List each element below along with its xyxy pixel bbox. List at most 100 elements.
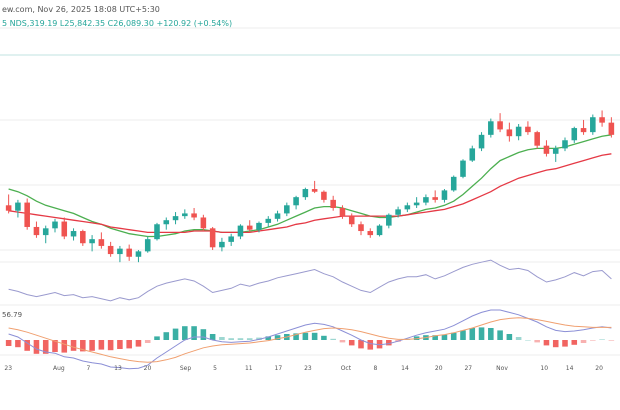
x-tick-label-8: 17 bbox=[275, 365, 283, 372]
macd-hist-bar-65 bbox=[608, 340, 615, 341]
macd-hist-bar-24 bbox=[228, 338, 234, 340]
candle-body bbox=[61, 221, 68, 237]
candle-body bbox=[608, 122, 615, 135]
macd-hist-bar-61 bbox=[571, 340, 578, 345]
candle-29 bbox=[274, 210, 281, 222]
macd-hist-bar-27 bbox=[256, 337, 262, 340]
candle-body bbox=[395, 209, 401, 215]
macd-hist-bar-63 bbox=[590, 340, 596, 341]
candle-65 bbox=[608, 117, 615, 138]
candle-body bbox=[107, 245, 114, 255]
candle-46 bbox=[432, 190, 438, 203]
macd-hist-bar-59 bbox=[552, 340, 559, 348]
macd-hist-bar-22 bbox=[209, 334, 216, 340]
macd-hist-bar-37 bbox=[348, 340, 355, 346]
macd-pane bbox=[5, 309, 615, 370]
candle-38 bbox=[358, 221, 364, 236]
candle-57 bbox=[534, 130, 540, 149]
candle-24 bbox=[228, 233, 234, 246]
candle-body bbox=[469, 148, 476, 161]
macd-hist-bar-44 bbox=[413, 336, 420, 340]
macd-hist-bar-16 bbox=[154, 336, 160, 340]
candle-body bbox=[423, 197, 429, 203]
candle-body bbox=[5, 205, 12, 211]
macd-hist-bar-48 bbox=[450, 332, 457, 340]
candle-body bbox=[432, 197, 438, 200]
macd-hist-bar-51 bbox=[478, 327, 485, 340]
macd-hist-bar-33 bbox=[311, 332, 318, 340]
candle-body bbox=[497, 121, 503, 130]
grid bbox=[0, 27, 620, 356]
macd-hist-bar-60 bbox=[562, 340, 568, 347]
candle-30 bbox=[284, 202, 290, 217]
candle-body bbox=[460, 160, 466, 177]
macd-hist-bar-36 bbox=[339, 340, 346, 343]
x-tick-label-6: 5 bbox=[213, 365, 217, 372]
candle-2 bbox=[24, 198, 30, 230]
candle-body bbox=[562, 140, 568, 149]
candle-body bbox=[70, 231, 77, 237]
macd-hist-bar-9 bbox=[89, 340, 95, 351]
candle-body bbox=[33, 226, 40, 236]
candle-23 bbox=[219, 237, 225, 252]
candle-body bbox=[256, 222, 262, 230]
candle-28 bbox=[265, 216, 272, 227]
candle-body bbox=[89, 239, 95, 244]
x-tick-label-16: 10 bbox=[540, 365, 548, 372]
candle-5 bbox=[52, 218, 58, 233]
candle-body bbox=[525, 126, 531, 133]
macd-hist-bar-2 bbox=[24, 340, 30, 351]
macd-hist-bar-58 bbox=[543, 340, 550, 346]
rsi-line bbox=[8, 259, 612, 302]
candle-20 bbox=[191, 208, 197, 221]
macd-hist-bar-6 bbox=[61, 340, 68, 353]
candle-body bbox=[599, 117, 605, 123]
macd-hist-bar-28 bbox=[265, 336, 272, 340]
header-ohlc: 5 NDS,319.19 L25,842.35 C26,089.30 +120.… bbox=[2, 19, 233, 28]
candle-13 bbox=[126, 244, 132, 261]
x-tick-label-5: Sep bbox=[180, 365, 192, 372]
macd-hist-bar-56 bbox=[525, 340, 531, 341]
candle-50 bbox=[469, 145, 476, 162]
candle-body bbox=[302, 189, 309, 198]
macd-hist-bar-49 bbox=[460, 330, 466, 340]
macd-hist-bar-55 bbox=[515, 337, 522, 340]
candle-18 bbox=[172, 212, 179, 225]
macd-hist-bar-17 bbox=[163, 332, 170, 340]
candle-35 bbox=[330, 195, 336, 211]
candle-47 bbox=[441, 189, 448, 203]
macd-value-label: 56.79 bbox=[2, 311, 23, 319]
candle-body bbox=[191, 213, 197, 218]
macd-hist-bar-40 bbox=[376, 340, 383, 349]
candle-32 bbox=[302, 187, 309, 200]
candle-39 bbox=[367, 228, 374, 238]
macd-hist-bar-19 bbox=[182, 326, 188, 340]
candle-7 bbox=[70, 228, 77, 241]
macd-hist-bar-39 bbox=[367, 340, 374, 350]
candle-63 bbox=[590, 114, 596, 135]
macd-hist-bar-8 bbox=[80, 340, 86, 352]
signal-line bbox=[8, 317, 612, 363]
candle-body bbox=[590, 117, 596, 133]
macd-hist-bar-13 bbox=[126, 340, 132, 349]
candle-body bbox=[228, 236, 234, 242]
macd-hist-bar-34 bbox=[321, 335, 327, 340]
candle-body bbox=[172, 216, 179, 221]
candle-body bbox=[534, 132, 540, 146]
rsi-pane bbox=[8, 259, 612, 302]
macd-hist-bar-1 bbox=[15, 340, 21, 348]
macd-hist-bar-18 bbox=[172, 328, 179, 340]
candle-body bbox=[571, 128, 578, 141]
candle-37 bbox=[348, 213, 355, 227]
x-tick-label-12: 14 bbox=[401, 365, 409, 372]
candle-body bbox=[219, 241, 225, 248]
candle-body bbox=[98, 239, 105, 246]
macd-hist-bar-54 bbox=[506, 334, 513, 340]
macd-hist-bar-12 bbox=[117, 340, 123, 349]
macd-hist-bar-29 bbox=[274, 335, 281, 340]
candle-21 bbox=[200, 214, 207, 232]
candle-body bbox=[478, 134, 485, 149]
candle-27 bbox=[256, 221, 262, 233]
macd-hist-bar-50 bbox=[469, 328, 476, 340]
